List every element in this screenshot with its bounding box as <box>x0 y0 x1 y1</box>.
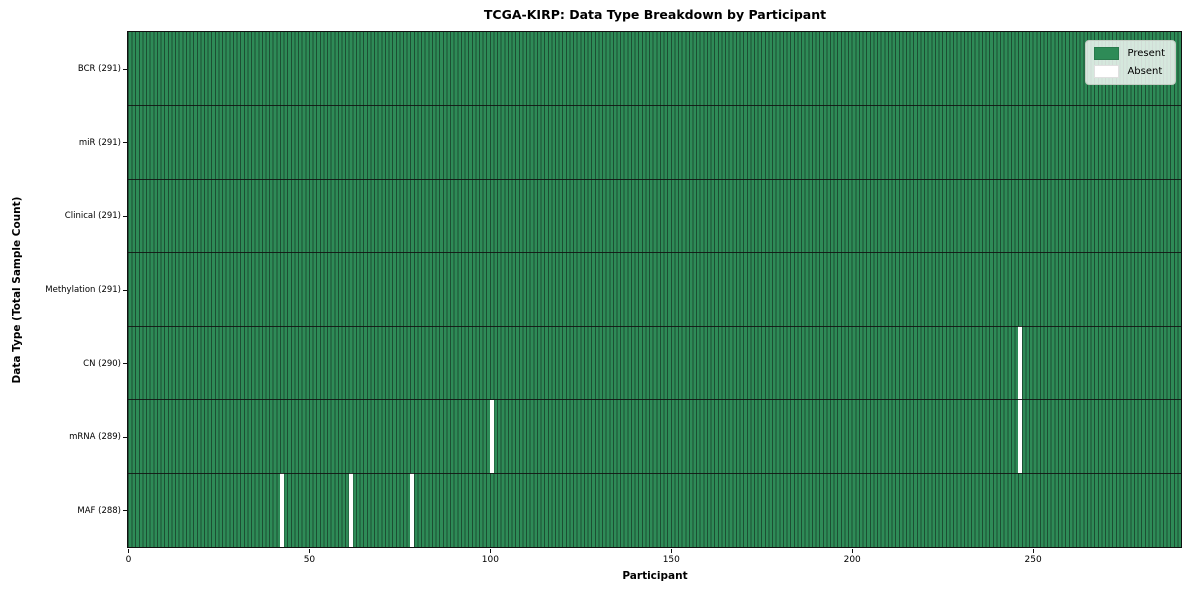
absent-marker <box>279 473 284 547</box>
row-separator <box>128 399 1181 401</box>
y-tick-mark <box>123 68 127 70</box>
x-tick-mark <box>670 549 672 553</box>
x-tick-mark <box>489 549 491 553</box>
x-tick-label: 250 <box>1024 554 1042 565</box>
absent-marker <box>1017 326 1022 400</box>
x-axis-label: Participant <box>622 570 688 582</box>
row-separator <box>128 472 1181 474</box>
y-tick-label: CN (290) <box>83 358 121 369</box>
row-separator <box>128 105 1181 107</box>
x-tick-mark <box>128 549 129 553</box>
x-tick-mark <box>308 549 310 553</box>
absent-marker <box>489 399 494 474</box>
y-tick-mark <box>123 510 127 512</box>
present-swatch <box>1094 47 1120 60</box>
y-tick-label: MAF (288) <box>77 505 121 516</box>
x-tick-mark <box>851 549 853 553</box>
absent-marker <box>1017 399 1022 474</box>
x-tick-label: 0 <box>125 554 132 565</box>
y-tick-mark <box>123 289 127 291</box>
row-separator <box>128 178 1181 180</box>
legend-entry: Absent <box>1094 65 1165 78</box>
y-tick-mark <box>123 142 127 144</box>
legend-label: Present <box>1127 47 1165 59</box>
x-tick-label: 100 <box>481 554 499 565</box>
absent-marker <box>410 473 415 547</box>
row-separator <box>128 325 1181 327</box>
y-tick-label: Methylation (291) <box>45 285 121 295</box>
absent-swatch <box>1094 65 1120 78</box>
legend: Present Absent <box>1085 40 1176 85</box>
y-tick-mark <box>123 363 127 365</box>
absent-marker <box>348 473 353 547</box>
chart-title: TCGA-KIRP: Data Type Breakdown by Partic… <box>483 7 827 22</box>
legend-entry: Present <box>1094 47 1165 60</box>
y-tick-label: mRNA (289) <box>69 432 121 443</box>
y-tick-label: BCR (291) <box>77 64 121 75</box>
x-tick-label: 150 <box>662 554 680 565</box>
x-tick-mark <box>1032 549 1034 553</box>
y-tick-mark <box>123 436 127 438</box>
legend-label: Absent <box>1127 65 1163 77</box>
row-separator <box>128 252 1181 254</box>
x-tick-label: 50 <box>303 554 316 565</box>
y-tick-label: Clinical (291) <box>64 211 121 222</box>
plot-area: Present Absent <box>127 31 1182 548</box>
y-tick-mark <box>123 215 127 217</box>
y-tick-label: miR (291) <box>78 137 121 148</box>
x-tick-label: 200 <box>843 554 861 565</box>
